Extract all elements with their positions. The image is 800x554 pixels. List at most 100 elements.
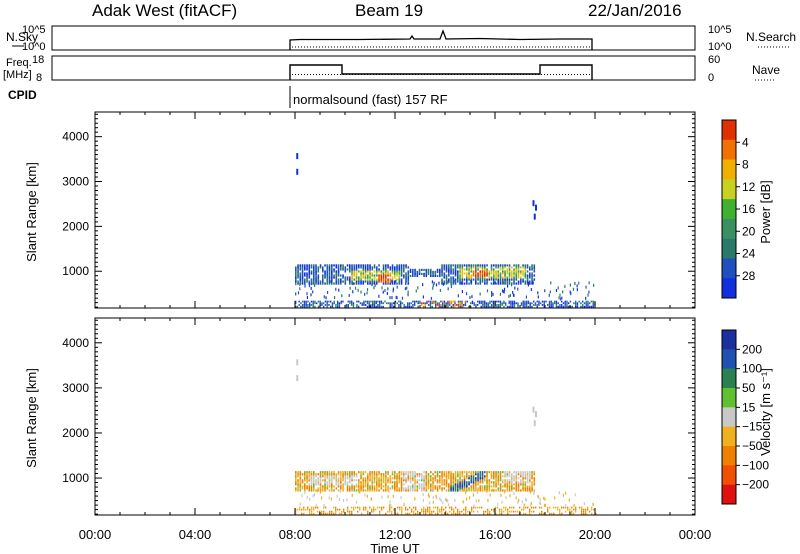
velocity-scatter-cell — [351, 493, 353, 497]
velocity-echo-cell — [515, 483, 518, 486]
velocity-ground-cell — [393, 508, 395, 511]
power-echo-cell — [495, 270, 497, 273]
power-echo-cell — [369, 274, 371, 277]
velocity-echo-cell — [337, 481, 340, 484]
velocity-echo-cell — [394, 483, 396, 486]
velocity-echo-cell — [400, 471, 403, 474]
power-ground-cell — [485, 304, 488, 306]
power-echo-cell — [529, 276, 531, 279]
power-echo-cell — [511, 276, 513, 279]
power-scatter-cell — [381, 286, 383, 290]
velocity-echo-cell — [421, 485, 423, 488]
velocity-echo-cell — [400, 489, 403, 492]
velocity-echo-cell — [335, 479, 338, 482]
power-ground-cell — [536, 304, 538, 306]
power-echo-cell — [495, 282, 497, 285]
power-ground-cell — [438, 302, 440, 305]
velocity-echo-cell — [513, 479, 515, 482]
power-ground-cell — [592, 300, 594, 303]
power-ground-cell — [529, 302, 531, 305]
velocity-echo-cell — [369, 471, 371, 474]
velocity-echo-cell — [520, 481, 522, 484]
power-ground-cell — [314, 305, 316, 308]
power-echo-cell — [454, 282, 457, 285]
power-ground-cell — [566, 304, 568, 306]
power-ground-cell — [575, 302, 577, 305]
power-echo-cell — [506, 272, 509, 275]
power-echo-cell — [497, 280, 500, 283]
velocity-echo-cell — [378, 479, 380, 482]
velocity-echo-cell — [425, 481, 428, 484]
power-echo-cell — [517, 276, 520, 279]
power-echo-cell — [461, 270, 464, 273]
power-echo-cell — [371, 266, 374, 269]
power-echo-cell — [358, 276, 360, 279]
power-ground-cell — [305, 300, 307, 303]
freq-panel: Freq. [MHz] 18 8 60 0 Nave — [3, 54, 780, 84]
power-ground-cell — [559, 305, 561, 308]
power-ground-cell — [431, 300, 433, 303]
velocity-scatter-cell — [301, 494, 303, 498]
velocity-echo-cell — [445, 485, 448, 488]
velocity-echo-cell — [427, 479, 430, 482]
velocity-echo-cell — [484, 471, 486, 474]
velocity-scatter-cell — [309, 497, 311, 501]
velocity-scatter-cell — [539, 501, 541, 505]
velocity-ground-cell — [425, 510, 427, 513]
velocity-ground-cell — [465, 506, 467, 509]
power-echo-cell — [441, 266, 443, 269]
power-echo-cell — [337, 270, 340, 273]
velocity-echo-cell — [358, 481, 360, 484]
velocity-echo-cell — [477, 479, 479, 482]
velocity-echo-cell — [529, 485, 531, 488]
x-tick-label: 12:00 — [379, 527, 412, 542]
power-echo-cell — [475, 268, 477, 271]
power-echo-cell — [301, 272, 304, 275]
velocity-ground-cell — [309, 508, 311, 511]
power-ground-cell — [510, 305, 512, 308]
power-ground-cell — [333, 300, 335, 303]
power-echo-cell — [355, 270, 358, 273]
velocity-echo-cell — [448, 489, 450, 492]
velocity-echo-cell — [508, 483, 511, 486]
velocity-echo-cell — [297, 479, 299, 482]
power-echo-cell — [472, 278, 475, 281]
power-ground-cell — [576, 304, 579, 306]
power-echo-cell — [515, 268, 518, 271]
velocity-echo-cell — [373, 489, 376, 492]
power-echo-cell — [299, 264, 302, 267]
velocity-ylabel: Slant Range [km] — [24, 368, 39, 468]
power-echo-cell — [484, 272, 486, 275]
power-ground-cell — [324, 300, 327, 303]
velocity-echo-cell — [409, 477, 412, 480]
power-echo-cell — [508, 276, 511, 279]
velocity-echo-cell — [430, 475, 432, 478]
velocity-echo-cell — [520, 489, 522, 492]
velocity-echo-cell — [522, 483, 524, 486]
power-ground-cell — [506, 305, 509, 308]
power-echo-cell — [531, 282, 533, 285]
velocity-echo-cell — [477, 475, 479, 478]
velocity-ground-cell — [423, 508, 425, 511]
velocity-scatter-cell — [530, 501, 532, 505]
power-ground-cell — [347, 304, 349, 306]
velocity-echo-cell — [349, 479, 351, 482]
velocity-echo-cell — [358, 487, 360, 490]
velocity-echo-cell — [495, 489, 497, 492]
power-ground-cell — [300, 305, 302, 308]
power-ground-cell — [351, 304, 353, 306]
velocity-echo-cell — [324, 471, 326, 474]
power-ground-cell — [508, 300, 510, 303]
power-echo-cell — [380, 272, 383, 275]
power-echo-cell — [337, 280, 340, 283]
power-echo-cell — [475, 270, 477, 273]
velocity-echo-cell — [324, 485, 326, 488]
velocity-echo-cell — [479, 477, 482, 480]
velocity-ground-cell — [557, 506, 559, 509]
power-echo-cell — [477, 274, 479, 277]
velocity-echo-cell — [466, 489, 468, 492]
velocity-ground-cell — [493, 510, 495, 513]
power-ground-cell — [538, 300, 540, 303]
velocity-echo-cell — [468, 481, 470, 484]
colorbar-tick-label: 28 — [742, 269, 756, 283]
